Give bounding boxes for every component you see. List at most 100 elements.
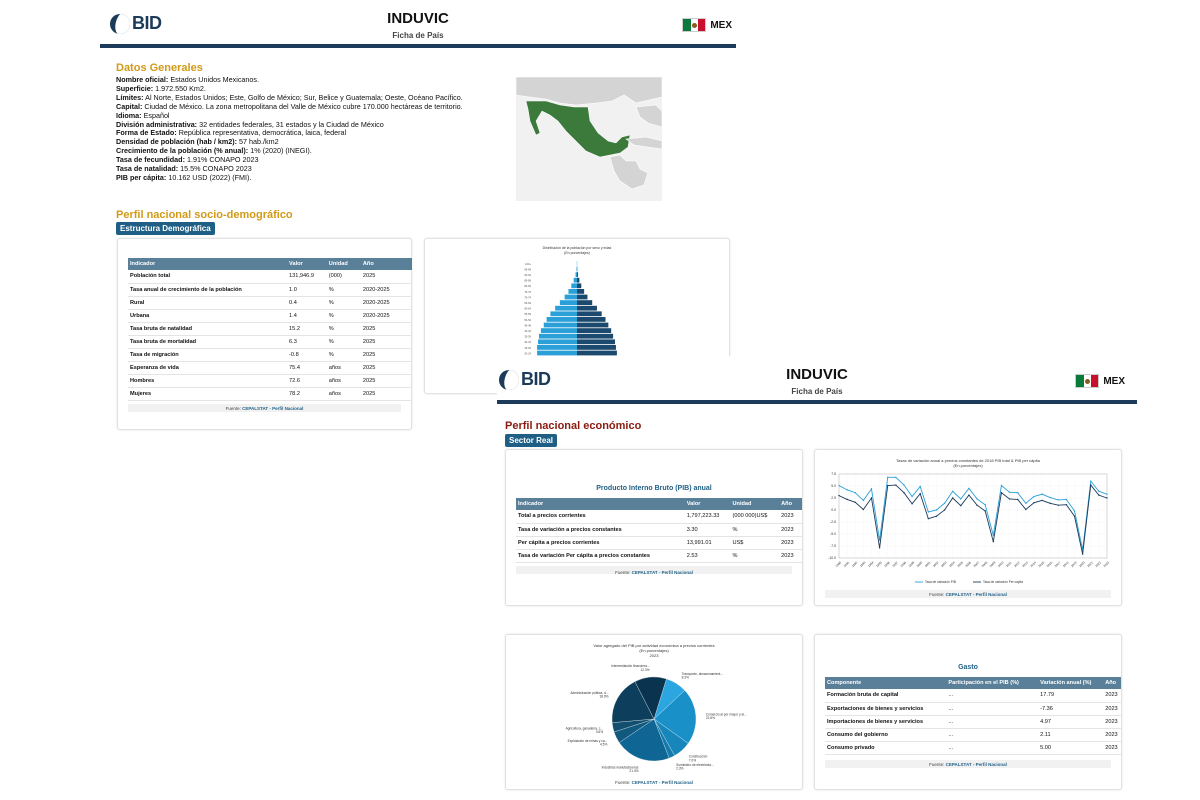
table-cell: 13,991.01 [684, 536, 731, 550]
series-point [919, 492, 921, 495]
table-cell: Tasa de migración [128, 348, 288, 362]
table-cell: ... [946, 715, 1039, 729]
series-point [862, 508, 865, 511]
economico-title: Perfil nacional económico [505, 420, 642, 432]
y-tick-label: 5.0 [831, 484, 836, 488]
x-tick-label: 2007 [973, 560, 981, 568]
table-cell: años [326, 361, 361, 375]
table-row: Total a precios corrientes 1,797,223.33 (0… [516, 510, 802, 524]
series-point [976, 504, 978, 506]
series-point [870, 497, 873, 499]
series-point [992, 540, 995, 543]
series-point [846, 498, 848, 501]
column-header: Unidad [326, 258, 361, 270]
general-item-value: República representativa, democrática, l… [176, 128, 347, 138]
general-item-value: Ciudad de México. La zona metropolitana … [142, 101, 463, 111]
y-tick-label: 7.5 [831, 472, 836, 476]
general-item-value: 15.5% CONAPO 2023 [178, 164, 252, 174]
series-line-2 [838, 483, 1108, 555]
table-cell: 4.97 [1038, 715, 1104, 729]
source-link[interactable]: CEPALSTAT - Perfil Nacional [945, 762, 1007, 767]
table-cell: 2023 [779, 523, 802, 537]
table-row: Consumo privado... 5.00 2023 [825, 741, 1121, 755]
x-tick-label: 2005 [956, 560, 964, 568]
series-point [895, 476, 897, 479]
series-point [903, 492, 905, 494]
pie-percent: 3.6% [596, 730, 603, 734]
table-cell: 2023 [1103, 702, 1121, 716]
pib-table-card: Producto Interno Bruto (PIB) anual Indic… [505, 449, 803, 606]
source-link[interactable]: CEPALSTAT - Perfil Nacional [631, 570, 693, 575]
series-point [1008, 498, 1011, 500]
series-point [1065, 498, 1068, 501]
series-point [951, 497, 954, 499]
general-item-value: Estados Unidos Mexicanos. [168, 75, 260, 84]
table-cell: % [326, 296, 361, 310]
pie-label: Explotación de minas y ca... [568, 739, 608, 743]
page-header-2: BID INDUVIC Ficha de País MEX [497, 356, 1137, 404]
general-item: Límites: Al Norte, Estados Unidos; Este,… [116, 93, 506, 103]
x-tick-label: 2008 [981, 560, 989, 568]
table-cell: 6.3 [287, 335, 327, 349]
table-row: Mujeres 78.2 años 2025 [128, 387, 412, 401]
pyramid-bar-right [577, 277, 580, 283]
table-cell: 2025 [360, 361, 412, 375]
source-link[interactable]: CEPALSTAT - Perfil Nacional [242, 406, 304, 411]
series-point [1025, 508, 1027, 511]
general-item-label: División administrativa: [116, 119, 198, 129]
series-point [870, 488, 873, 490]
series-point [878, 547, 881, 549]
source-bar [825, 590, 1111, 598]
mexico-map [515, 76, 663, 201]
y-tick-label: -10.0 [828, 556, 836, 560]
table-cell: Población total [128, 270, 288, 284]
x-tick-label: 2015 [1038, 560, 1046, 568]
table-cell: 15.2 [287, 322, 327, 336]
pyramid-bar-left [573, 277, 577, 283]
series-point [903, 484, 905, 486]
demographic-table: Indicador Valor Unidad Año Población total 1… [128, 258, 412, 401]
x-tick-label: 1991 [843, 560, 851, 568]
general-item: Tasa de natalidad: 15.5% CONAPO 2023 [116, 164, 506, 174]
table-cell: % [326, 322, 361, 336]
table-cell: Per cápita a precios corrientes [516, 536, 685, 550]
pyramid-bar-left [540, 328, 577, 333]
y-tick-label: -5.0 [830, 532, 836, 536]
gasto-table-title: Gasto [958, 664, 978, 671]
x-tick-label: 2013 [1021, 560, 1029, 568]
series-point [960, 504, 962, 507]
pie-chart-year: 2023 [650, 653, 660, 658]
source-prefix: Fuente: [225, 406, 243, 411]
table-header-row: Componente Participación en el PIB (%) Var… [825, 677, 1121, 689]
source-note: Fuente: CEPALSTAT - Perfil Nacional [118, 406, 411, 411]
general-item: División administrativa: 32 entidades fe… [116, 119, 506, 130]
pie-label: Intermediación financiera... [611, 664, 649, 668]
table-cell: 2020-2025 [360, 283, 412, 297]
x-tick-label: 2021 [1086, 560, 1094, 568]
page-title: INDUVIC [387, 10, 449, 27]
general-item: PIB per cápita: 10.162 USD (2022) (FMI). [116, 173, 506, 183]
pyramid-tick-label: 95-99 [524, 267, 531, 271]
table-cell: ... [946, 689, 1039, 703]
column-header: Año [779, 498, 802, 510]
table-cell: (000 000)US$ [730, 510, 780, 524]
table-cell: 2023 [1103, 728, 1121, 742]
pyramid-bar-left [537, 350, 577, 356]
source-prefix: Fuente: [929, 762, 946, 767]
series-point [887, 476, 889, 479]
general-item-label: Tasa de natalidad: [116, 164, 179, 174]
page-subtitle: Ficha de País [392, 31, 444, 40]
source-link[interactable]: CEPALSTAT - Perfil Nacional [631, 780, 693, 785]
source-link[interactable]: CEPALSTAT - Perfil Nacional [945, 592, 1007, 597]
table-cell: 2023 [779, 549, 802, 563]
pie-label: Agricultura, ganadería, c... [566, 726, 603, 730]
x-tick-label: 2022 [1094, 560, 1102, 568]
general-item-label: Forma de Estado: [116, 128, 177, 138]
table-row: Tasa bruta de mortalidad 6.3% 2025 [128, 335, 412, 349]
series-point [960, 498, 962, 500]
pyramid-bar-left [546, 317, 577, 322]
series-point [1041, 493, 1043, 495]
socio-demografico-title: Perfil nacional socio-demográfico [116, 209, 293, 221]
general-item: Idioma: Español [116, 111, 506, 121]
table-header-row: Indicador Valor Unidad Año [516, 498, 802, 510]
